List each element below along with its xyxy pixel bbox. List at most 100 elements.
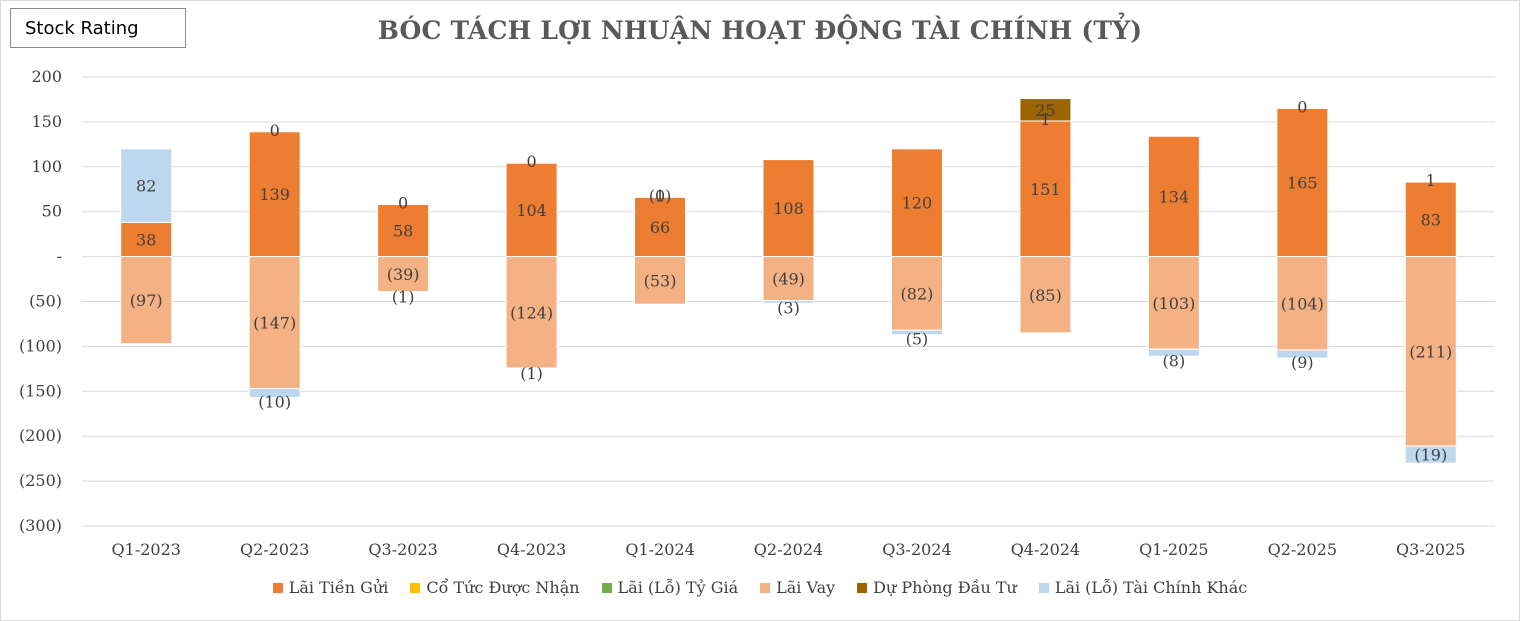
bar-segment	[1019, 256, 1072, 334]
data-label: 38	[136, 231, 156, 250]
legend-item: Lãi (Lỗ) Tài Chính Khác	[1038, 578, 1247, 597]
data-label: (211)	[1409, 342, 1452, 361]
data-label: (39)	[387, 265, 420, 284]
data-label: (124)	[510, 303, 553, 322]
data-label: 165	[1287, 174, 1318, 193]
data-label: 83	[1421, 210, 1441, 229]
legend-label: Lãi Vay	[776, 578, 836, 597]
data-label: (103)	[1152, 294, 1195, 313]
data-label: 1	[1426, 171, 1436, 190]
bar-segment	[120, 256, 173, 345]
y-tick-label: -	[57, 247, 62, 266]
data-label: (97)	[130, 291, 163, 310]
data-label: 1	[1040, 110, 1050, 129]
bar-segment	[1404, 256, 1457, 447]
bar-segment	[377, 204, 430, 258]
data-label: (1)	[520, 364, 543, 383]
y-tick-label: (250)	[19, 471, 62, 490]
x-tick-label: Q3-2024	[882, 540, 951, 559]
bars	[120, 98, 1457, 464]
bar-segment	[505, 367, 558, 370]
data-label: 0	[1297, 97, 1307, 116]
legend-swatch	[1038, 582, 1049, 593]
chart-plot: 20015010050-(50)(100)(150)(200)(250)(300…	[19, 67, 1495, 559]
x-tick-label: Q2-2024	[754, 540, 823, 559]
data-label: (53)	[644, 271, 677, 290]
y-axis-ticks: 200 150 100 50 - (50) (100) (150) (200) (250) (300…	[19, 67, 62, 535]
bar-segment	[1276, 349, 1329, 359]
chart-title: BÓC TÁCH LỢI NHUẬN HOẠT ĐỘNG TÀI CHÍNH (…	[377, 16, 1143, 45]
data-label: (9)	[1291, 353, 1314, 372]
data-label: (85)	[1029, 286, 1062, 305]
data-label: 108	[773, 199, 804, 218]
x-tick-label: Q1-2023	[112, 540, 181, 559]
data-label: 104	[516, 201, 547, 220]
data-label: 58	[393, 222, 413, 241]
data-label: 139	[259, 185, 290, 204]
stock-rating-badge: Stock Rating	[10, 8, 186, 48]
y-tick-label: 50	[42, 202, 62, 221]
legend-label: Dự Phòng Đầu Tư	[873, 578, 1017, 597]
y-tick-label: (200)	[19, 426, 62, 445]
data-label: (1)	[392, 288, 415, 307]
legend-swatch	[272, 582, 283, 593]
y-tick-label: (150)	[19, 381, 62, 400]
legend-swatch	[601, 582, 612, 593]
legend-swatch	[410, 582, 421, 593]
legend-label: Lãi (Lỗ) Tỷ Giá	[617, 578, 739, 597]
data-label: 134	[1159, 187, 1190, 206]
data-label: 82	[136, 177, 156, 196]
legend-item: Lãi Tiền Gửi	[272, 578, 388, 597]
bar-segment	[1019, 98, 1072, 122]
bar-segment	[248, 388, 301, 399]
data-label: (82)	[901, 284, 934, 303]
data-label: 0	[526, 152, 536, 171]
data-label: (0)	[649, 186, 672, 205]
bar-segment	[890, 256, 943, 331]
x-tick-label: Q4-2024	[1011, 540, 1080, 559]
y-tick-label: 200	[31, 67, 62, 86]
bar-segment	[634, 196, 687, 258]
bar-segment	[248, 256, 301, 390]
y-tick-label: (300)	[19, 516, 62, 535]
data-label: (8)	[1163, 351, 1186, 370]
data-label: 120	[902, 194, 933, 213]
y-tick-label: 100	[31, 157, 62, 176]
bar-segment	[1019, 120, 1072, 258]
y-tick-label: (100)	[19, 336, 62, 355]
bar-segment	[505, 162, 558, 258]
x-tick-label: Q1-2025	[1139, 540, 1208, 559]
legend-item: Lãi Vay	[760, 578, 835, 597]
data-label: (19)	[1414, 446, 1447, 465]
bar-segment	[377, 256, 430, 293]
bar-segment	[762, 159, 815, 258]
data-label: (49)	[772, 270, 805, 289]
y-tick-label: 150	[31, 112, 62, 131]
bar-segment	[248, 131, 301, 258]
bar-segment	[1147, 348, 1200, 357]
y-tick-label: (50)	[29, 292, 62, 311]
legend-swatch	[857, 582, 868, 593]
data-label: (10)	[258, 393, 291, 412]
bar-segment	[120, 148, 173, 223]
data-label: (5)	[906, 330, 929, 349]
data-label: 0	[270, 121, 280, 140]
data-label: 151	[1030, 180, 1061, 199]
bar-segment	[1276, 107, 1329, 258]
x-tick-label: Q3-2025	[1396, 540, 1465, 559]
x-tick-label: Q1-2024	[625, 540, 694, 559]
data-label: 0	[398, 194, 408, 213]
bar-segment	[377, 291, 430, 294]
x-tick-label: Q3-2023	[368, 540, 437, 559]
legend-label: Cổ Tức Được Nhận	[426, 578, 580, 597]
legend-item: Lãi (Lỗ) Tỷ Giá	[601, 578, 739, 597]
bar-segment	[1147, 135, 1200, 258]
x-tick-label: Q4-2023	[497, 540, 566, 559]
data-label: 1	[655, 186, 665, 205]
data-label: (147)	[253, 314, 296, 333]
data-label: 66	[650, 218, 670, 237]
legend-item: Dự Phòng Đầu Tư	[857, 578, 1017, 597]
bar-segment	[1147, 256, 1200, 350]
x-tick-label: Q2-2023	[240, 540, 309, 559]
legend-item: Cổ Tức Được Nhận	[410, 578, 580, 597]
